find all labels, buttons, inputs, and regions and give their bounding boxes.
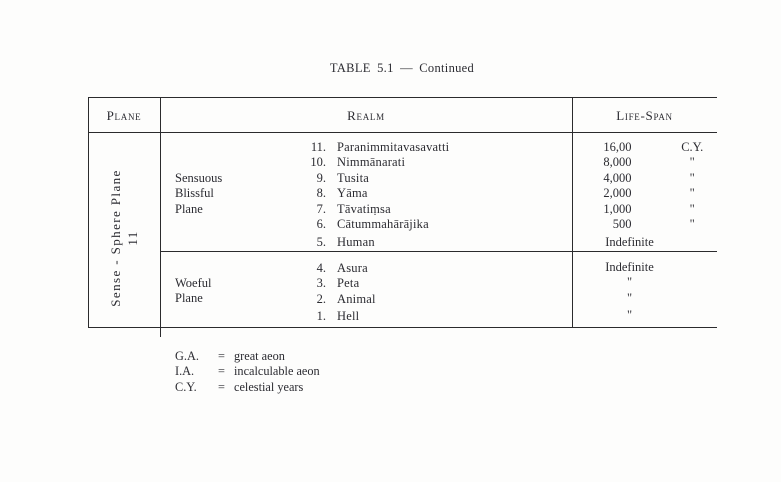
lifespan-value: 2,000 bbox=[603, 186, 632, 201]
realm-name: Tusita bbox=[337, 170, 370, 185]
realm-name: Human bbox=[337, 235, 375, 249]
realm-name: Paranimmitavasavatti bbox=[337, 140, 450, 154]
table-row: 11. Paranimmitavasavatti bbox=[160, 140, 572, 155]
table-row: 4. Asura bbox=[160, 261, 572, 276]
lifespan-value-ditto: " bbox=[626, 275, 633, 290]
note-definition: incalculable aeon bbox=[234, 364, 320, 379]
note-row: C.Y. = celestial years bbox=[175, 380, 320, 395]
lifespan-list-woeful: Indefinite " " " bbox=[572, 260, 687, 324]
realm-name: Asura bbox=[337, 261, 368, 275]
table-row: 2. Animal bbox=[160, 292, 572, 307]
lifespan-value: 500 bbox=[612, 216, 632, 231]
table-left-border bbox=[88, 97, 90, 328]
lifespan-row: 2,000 " bbox=[572, 186, 717, 201]
table-row: 8. Yāma bbox=[160, 186, 572, 201]
note-equals: = bbox=[218, 379, 225, 394]
plane-group-count: 11 bbox=[125, 230, 140, 246]
lifespan-row: 16,00 C.Y. bbox=[572, 140, 717, 155]
column-header-realm: Realm bbox=[347, 108, 385, 123]
table-row: 6. Cātummahārājika bbox=[160, 217, 572, 232]
realm-list-sensuous: 11. Paranimmitavasavatti 10. Nimmānarati… bbox=[160, 140, 572, 232]
realm-name: Cātummahārājika bbox=[337, 216, 429, 231]
table-row: 7. Tāvatiṃsa bbox=[160, 202, 572, 217]
realm-number: 5. bbox=[316, 235, 326, 249]
realm-number: 4. bbox=[316, 261, 326, 275]
realm-name: Yāma bbox=[337, 186, 368, 201]
note-definition: great aeon bbox=[234, 349, 285, 363]
lifespan-unit-ditto: " bbox=[689, 155, 695, 170]
lifespan-unit-ditto: " bbox=[689, 216, 695, 231]
lifespan-list-sensuous: 16,00 C.Y. 8,000 " 4,000 " 2,000 " 1,000… bbox=[572, 140, 717, 232]
note-abbr: I.A. bbox=[175, 364, 195, 379]
lifespan-unit-ditto: " bbox=[689, 170, 695, 185]
lifespan-row: 8,000 " bbox=[572, 155, 717, 170]
subplane-line: Sensuous bbox=[175, 171, 223, 185]
subplane-line: Woeful bbox=[175, 276, 212, 290]
note-equals: = bbox=[218, 349, 225, 363]
note-definition: celestial years bbox=[234, 379, 304, 394]
realm-number: 1. bbox=[316, 309, 326, 324]
realm-name: Animal bbox=[337, 291, 376, 306]
subplane-line: Plane bbox=[175, 201, 203, 216]
lifespan-unit-ditto: " bbox=[689, 186, 695, 201]
lifespan-unit-ditto: " bbox=[689, 201, 695, 216]
realm-number: 6. bbox=[316, 216, 326, 231]
table-top-border bbox=[88, 97, 717, 99]
realm-number: 10. bbox=[310, 155, 326, 170]
subplane-label-woeful: Woeful Plane bbox=[175, 276, 211, 307]
lifespan-row: 4,000 " bbox=[572, 171, 717, 186]
note-row: G.A. = great aeon bbox=[175, 349, 320, 364]
plane-group-rotated-label: Sense - Sphere Plane 11 bbox=[106, 138, 142, 338]
lifespan-row: 1,000 " bbox=[572, 202, 717, 217]
note-row: I.A. = incalculable aeon bbox=[175, 364, 320, 379]
lifespan-human: Indefinite bbox=[605, 235, 654, 249]
table-row: 1. Hell bbox=[160, 309, 572, 324]
realm-number: 3. bbox=[316, 276, 326, 291]
lifespan-value: 4,000 bbox=[603, 170, 632, 185]
lifespan-value: 1,000 bbox=[603, 201, 632, 216]
realm-name: Tāvatiṃsa bbox=[337, 201, 391, 216]
table-bottom-border bbox=[88, 327, 717, 329]
subplane-line: Plane bbox=[175, 291, 203, 306]
divider-plane-realm bbox=[160, 97, 162, 337]
realm-number: 9. bbox=[316, 170, 326, 185]
table-row: 5. Human bbox=[160, 235, 572, 250]
lifespan-row: 500 " bbox=[572, 217, 717, 232]
lifespan-unit: C.Y. bbox=[681, 140, 704, 154]
realm-name: Peta bbox=[337, 276, 360, 291]
realm-number: 2. bbox=[316, 291, 326, 306]
lifespan-value: Indefinite bbox=[605, 260, 654, 274]
note-equals: = bbox=[218, 364, 225, 379]
subplane-label-sensuous: Sensuous Blissful Plane bbox=[175, 171, 222, 217]
table-row: 3. Peta bbox=[160, 276, 572, 291]
lifespan-value: 8,000 bbox=[603, 155, 632, 170]
subplane-line: Blissful bbox=[175, 186, 214, 201]
realm-number: 8. bbox=[316, 186, 326, 201]
realm-list-woeful: 4. Asura 3. Peta 2. Animal 1. Hell bbox=[160, 261, 572, 325]
table-section-divider bbox=[160, 251, 717, 253]
table-header-separator bbox=[88, 132, 717, 134]
realm-name: Nimmānarati bbox=[337, 155, 406, 170]
plane-group-name: Sense - Sphere Plane bbox=[108, 169, 123, 307]
note-abbr: G.A. bbox=[175, 349, 199, 363]
abbreviation-notes: G.A. = great aeon I.A. = incalculable ae… bbox=[175, 349, 320, 395]
lifespan-value-ditto: " bbox=[626, 308, 633, 323]
realm-name: Hell bbox=[337, 309, 360, 324]
table-row: 9. Tusita bbox=[160, 171, 572, 186]
lifespan-value-ditto: " bbox=[626, 290, 633, 305]
table-row: 10. Nimmānarati bbox=[160, 155, 572, 170]
note-abbr: C.Y. bbox=[175, 379, 197, 394]
realm-row-human: 5. Human bbox=[160, 235, 572, 250]
lifespan-value: 16,00 bbox=[603, 140, 632, 154]
column-header-plane: Plane bbox=[106, 108, 142, 123]
realm-number: 7. bbox=[316, 201, 326, 216]
divider-realm-lifespan bbox=[572, 97, 574, 328]
column-header-lifespan: Life-Span bbox=[616, 108, 673, 123]
realm-number: 11. bbox=[310, 140, 326, 154]
table-title: TABLE 5.1 — Continued bbox=[329, 61, 475, 75]
